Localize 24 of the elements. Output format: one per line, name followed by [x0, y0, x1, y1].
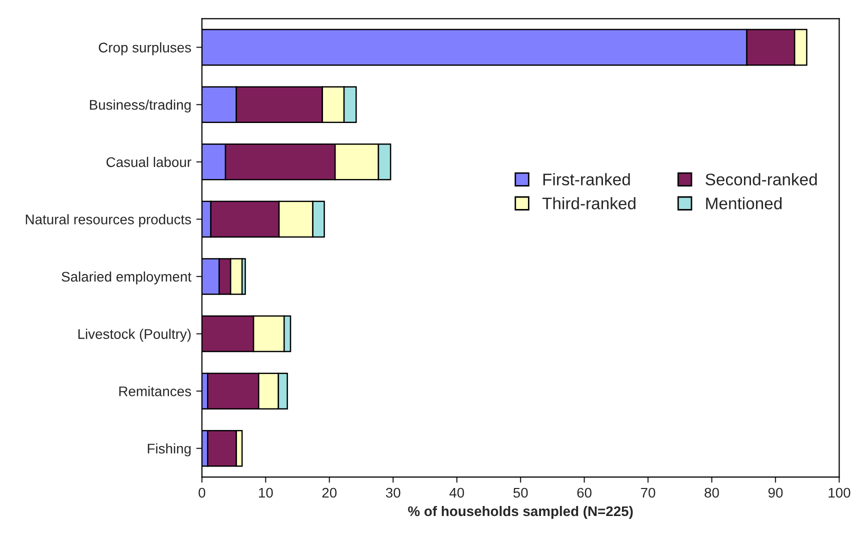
x-tick-label: 30 — [386, 488, 400, 498]
x-tick-label: 60 — [577, 488, 592, 498]
y-tick-label: Natural resources products — [26, 214, 192, 228]
x-tick-label: 80 — [704, 488, 719, 498]
legend-label: Mentioned — [706, 197, 782, 210]
legend-label: Second-ranked — [706, 173, 817, 186]
x-axis-title: % of households sampled (N=225) — [408, 506, 633, 519]
y-tick-label: Casual labour — [106, 156, 192, 168]
y-tick-label: Remitances — [119, 386, 192, 396]
x-tick-label: 20 — [322, 488, 337, 498]
x-tick-label: 100 — [828, 488, 850, 498]
y-tick-label: Business/trading — [90, 100, 191, 113]
y-tick-label: Salaried employment — [62, 271, 192, 284]
x-tick-label: 40 — [449, 488, 464, 498]
x-tick-label: 10 — [258, 488, 273, 498]
x-tick-label: 50 — [513, 488, 528, 498]
y-tick-label: Crop surpluses — [98, 42, 192, 56]
x-tick-label: 0 — [198, 488, 206, 498]
legend-label: First-ranked — [543, 173, 630, 186]
y-tick-label: Fishing — [148, 443, 191, 456]
y-tick-label: Livestock (Poultry) — [78, 328, 191, 342]
x-tick-label: 90 — [768, 488, 783, 498]
x-tick-label: 70 — [641, 488, 656, 498]
legend-label: Third-ranked — [542, 197, 636, 210]
